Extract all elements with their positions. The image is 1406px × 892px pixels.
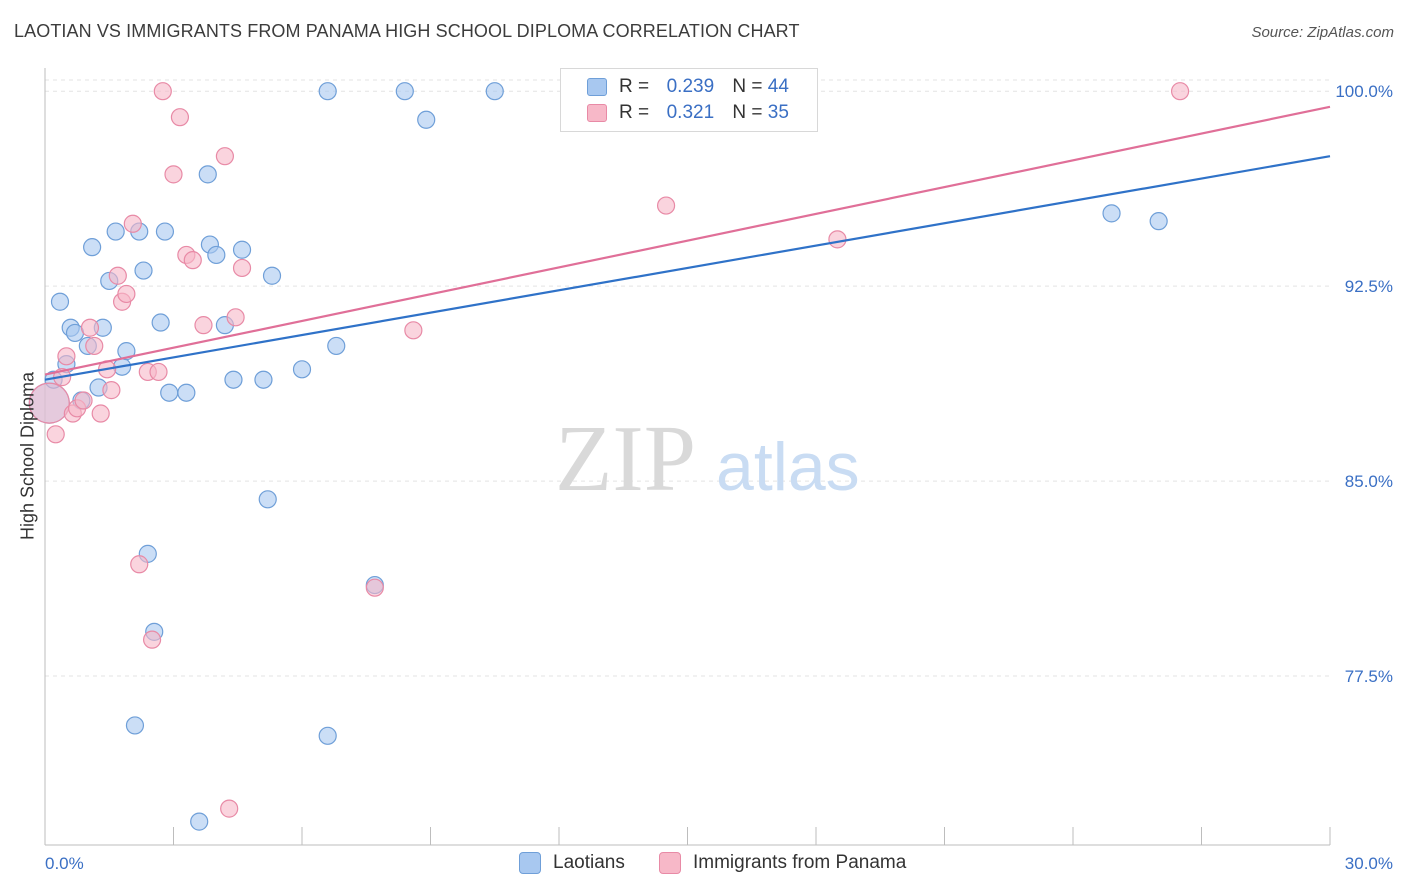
- laotian-point: [327, 336, 346, 356]
- n-label: N =: [732, 102, 763, 123]
- laotian-point: [395, 82, 414, 101]
- panama-point: [142, 630, 162, 649]
- y-tick-label: 85.0%: [1345, 472, 1393, 491]
- laotian-point: [155, 222, 175, 241]
- legend-row-panama: R = 0.321 N = 35: [587, 101, 789, 125]
- r-value: 0.239: [666, 76, 715, 97]
- legend-item-laotians[interactable]: Laotians: [519, 852, 625, 874]
- laotians-swatch: [587, 78, 607, 96]
- panama-point: [170, 108, 190, 127]
- laotian-trend-line: [44, 155, 1331, 381]
- panama-point: [149, 362, 168, 382]
- series-legend: Laotians Immigrants from Panama: [0, 850, 1406, 878]
- x-tick-label-min: 0.0%: [45, 854, 84, 873]
- laotian-point: [318, 726, 337, 745]
- panama-point: [365, 578, 384, 597]
- x-tick-label-max: 30.0%: [1345, 854, 1393, 873]
- panama-point: [656, 196, 676, 215]
- laotian-point: [198, 165, 217, 184]
- laotian-point: [177, 383, 196, 402]
- y-tick-label: 92.5%: [1345, 277, 1393, 296]
- watermark: ZIP atlas: [555, 407, 860, 511]
- n-label: N =: [732, 76, 763, 97]
- r-label: R =: [619, 102, 650, 123]
- panama-point: [91, 404, 110, 423]
- laotian-point: [417, 110, 436, 129]
- panama-point: [226, 308, 245, 327]
- n-value: 35: [767, 102, 789, 123]
- laotian-point: [254, 370, 273, 389]
- laotian-point: [224, 370, 243, 389]
- panama-point: [117, 284, 136, 304]
- panama-point: [123, 214, 142, 233]
- panama-point: [220, 799, 239, 818]
- panama-point: [74, 391, 93, 410]
- laotian-point: [125, 716, 145, 735]
- laotian-point: [258, 490, 277, 509]
- legend-row-laotians: R = 0.239 N = 44: [587, 75, 789, 99]
- y-axis-label: High School Diploma: [17, 371, 38, 541]
- laotian-point: [232, 240, 252, 259]
- source-label: Source: ZipAtlas.com: [1251, 24, 1394, 41]
- laotian-point: [292, 360, 312, 379]
- laotian-point: [160, 383, 179, 402]
- laotian-point: [1149, 212, 1168, 231]
- panama-point: [153, 82, 172, 101]
- panama-point: [28, 382, 70, 424]
- panama-point: [164, 165, 183, 184]
- laotian-point: [106, 222, 125, 241]
- laotian-point: [117, 342, 136, 361]
- panama-point: [102, 381, 121, 400]
- tick-labels: 77.5% 85.0% 92.5% 100.0% 0.0% 30.0%: [45, 82, 1393, 873]
- y-tick-label: 77.5%: [1345, 667, 1393, 686]
- correlation-legend: R = 0.239 N = 44 R = 0.321 N = 35: [560, 68, 818, 132]
- panama-point: [57, 347, 76, 366]
- laotian-point: [1102, 204, 1121, 223]
- legend-label: Immigrants from Panama: [693, 852, 907, 873]
- laotian-point: [50, 292, 70, 311]
- y-tick-label: 100.0%: [1335, 82, 1393, 101]
- legend-item-panama[interactable]: Immigrants from Panama: [659, 852, 906, 874]
- laotian-point: [262, 266, 282, 285]
- panama-point: [108, 266, 127, 285]
- panama-trend-line: [44, 105, 1331, 376]
- laotian-point: [485, 82, 504, 101]
- n-value: 44: [767, 76, 789, 97]
- trend-layer: [44, 105, 1331, 381]
- r-value: 0.321: [666, 102, 715, 123]
- legend-label: Laotians: [553, 852, 625, 873]
- panama-point: [215, 147, 234, 166]
- panama-point: [183, 251, 202, 270]
- panama-point: [1170, 82, 1190, 101]
- laotian-point: [207, 245, 226, 265]
- panama-point: [404, 321, 423, 340]
- panama-point: [80, 318, 100, 337]
- laotian-point: [151, 313, 170, 332]
- panama-point: [828, 230, 847, 249]
- laotian-point: [134, 261, 153, 280]
- watermark-atlas: atlas: [716, 429, 860, 505]
- panama-point: [194, 316, 213, 335]
- panama-swatch: [587, 104, 607, 122]
- panama-swatch: [659, 852, 681, 874]
- panama-point: [85, 336, 104, 356]
- r-label: R =: [619, 76, 650, 97]
- chart-title: LAOTIAN VS IMMIGRANTS FROM PANAMA HIGH S…: [14, 21, 800, 41]
- axes-layer: [44, 68, 1331, 846]
- laotian-point: [318, 82, 337, 101]
- laotian-point: [83, 238, 102, 257]
- panama-point: [130, 555, 149, 574]
- laotian-point: [190, 812, 209, 831]
- panama-point: [46, 425, 65, 444]
- panama-point: [232, 258, 252, 278]
- watermark-zip: ZIP: [555, 407, 696, 511]
- laotians-swatch: [519, 852, 541, 874]
